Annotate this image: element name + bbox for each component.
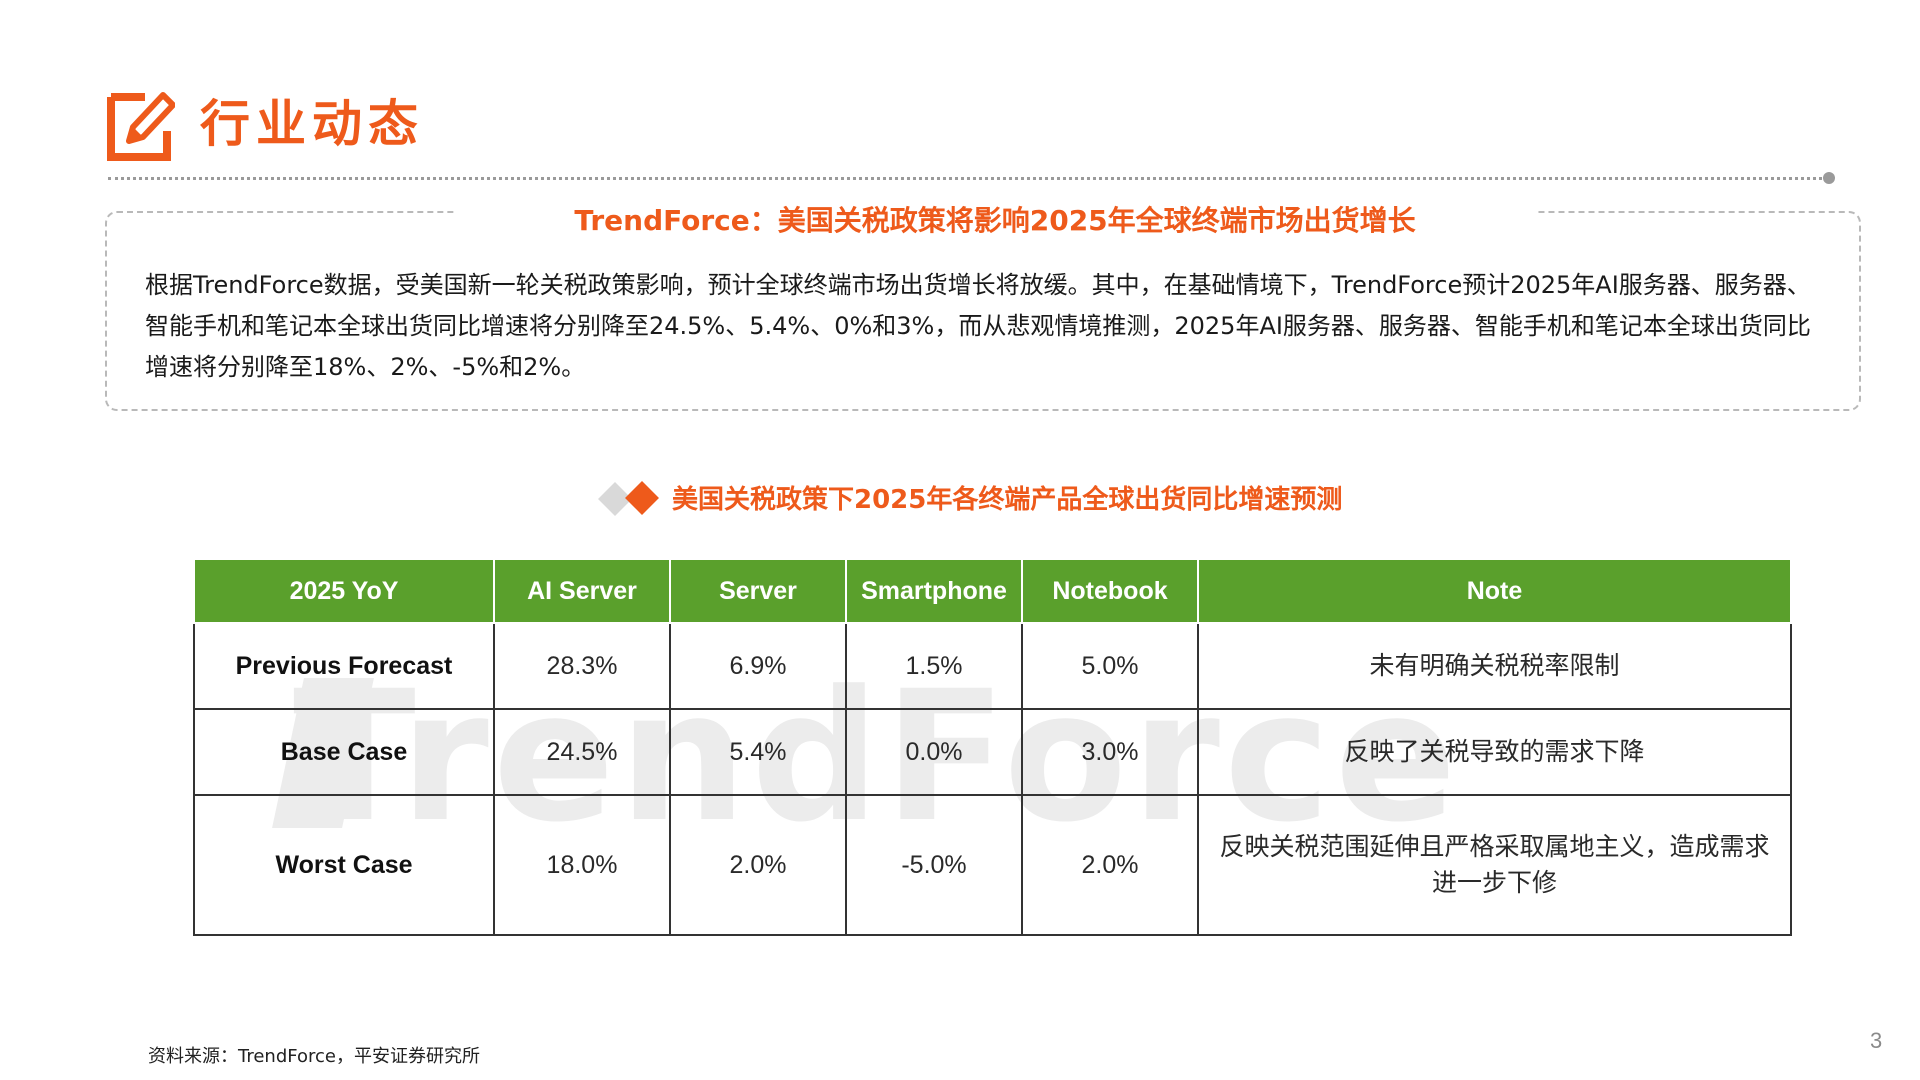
table-cell: 24.5% (493, 708, 671, 796)
table-header-row: 2025 YoY AI Server Server Smartphone Not… (193, 558, 1792, 624)
summary-heading: TrendForce：美国关税政策将影响2025年全球终端市场出货增长 (455, 198, 1535, 244)
page-number: 3 (1870, 1028, 1883, 1053)
table-cell: 5.0% (1021, 622, 1199, 710)
note-cell: 反映关税范围延伸且严格采取属地主义，造成需求进一步下修 (1197, 794, 1792, 936)
header-divider (108, 177, 1828, 180)
table-row: Previous Forecast 28.3% 6.9% 1.5% 5.0% 未… (193, 622, 1792, 710)
summary-paragraph: 根据TrendForce数据，受美国新一轮关税政策影响，预计全球终端市场出货增长… (145, 271, 1811, 381)
divider-end-dot (1823, 172, 1835, 184)
column-header: Note (1197, 558, 1792, 624)
table-row: Base Case 24.5% 5.4% 0.0% 3.0% 反映了关税导致的需… (193, 708, 1792, 796)
table-cell: 3.0% (1021, 708, 1199, 796)
forecast-table-container: TrendForce 2025 YoY AI Server Server Sma… (193, 558, 1792, 936)
row-label: Base Case (193, 708, 495, 796)
row-label: Previous Forecast (193, 622, 495, 710)
table-cell: 6.9% (669, 622, 847, 710)
table-cell: 1.5% (845, 622, 1023, 710)
note-cell: 未有明确关税税率限制 (1197, 622, 1792, 710)
forecast-table: 2025 YoY AI Server Server Smartphone Not… (193, 558, 1792, 936)
table-cell: 2.0% (669, 794, 847, 936)
table-cell: 28.3% (493, 622, 671, 710)
table-cell: -5.0% (845, 794, 1023, 936)
table-title: 美国关税政策下2025年各终端产品全球出货同比增速预测 (672, 485, 1343, 515)
pencil-in-square-icon (107, 92, 175, 161)
column-header: Smartphone (845, 558, 1023, 624)
diamond-marker-orange (625, 481, 659, 515)
table-cell: 18.0% (493, 794, 671, 936)
source-note: 资料来源：TrendForce，平安证券研究所 (148, 1046, 480, 1067)
table-cell: 2.0% (1021, 794, 1199, 936)
column-header: Notebook (1021, 558, 1199, 624)
column-header: Server (669, 558, 847, 624)
column-header: 2025 YoY (193, 558, 495, 624)
page-title: 行业动态 (200, 95, 424, 153)
column-header: AI Server (493, 558, 671, 624)
note-cell: 反映了关税导致的需求下降 (1197, 708, 1792, 796)
table-cell: 5.4% (669, 708, 847, 796)
row-label: Worst Case (193, 794, 495, 936)
table-row: Worst Case 18.0% 2.0% -5.0% 2.0% 反映关税范围延… (193, 794, 1792, 936)
table-cell: 0.0% (845, 708, 1023, 796)
